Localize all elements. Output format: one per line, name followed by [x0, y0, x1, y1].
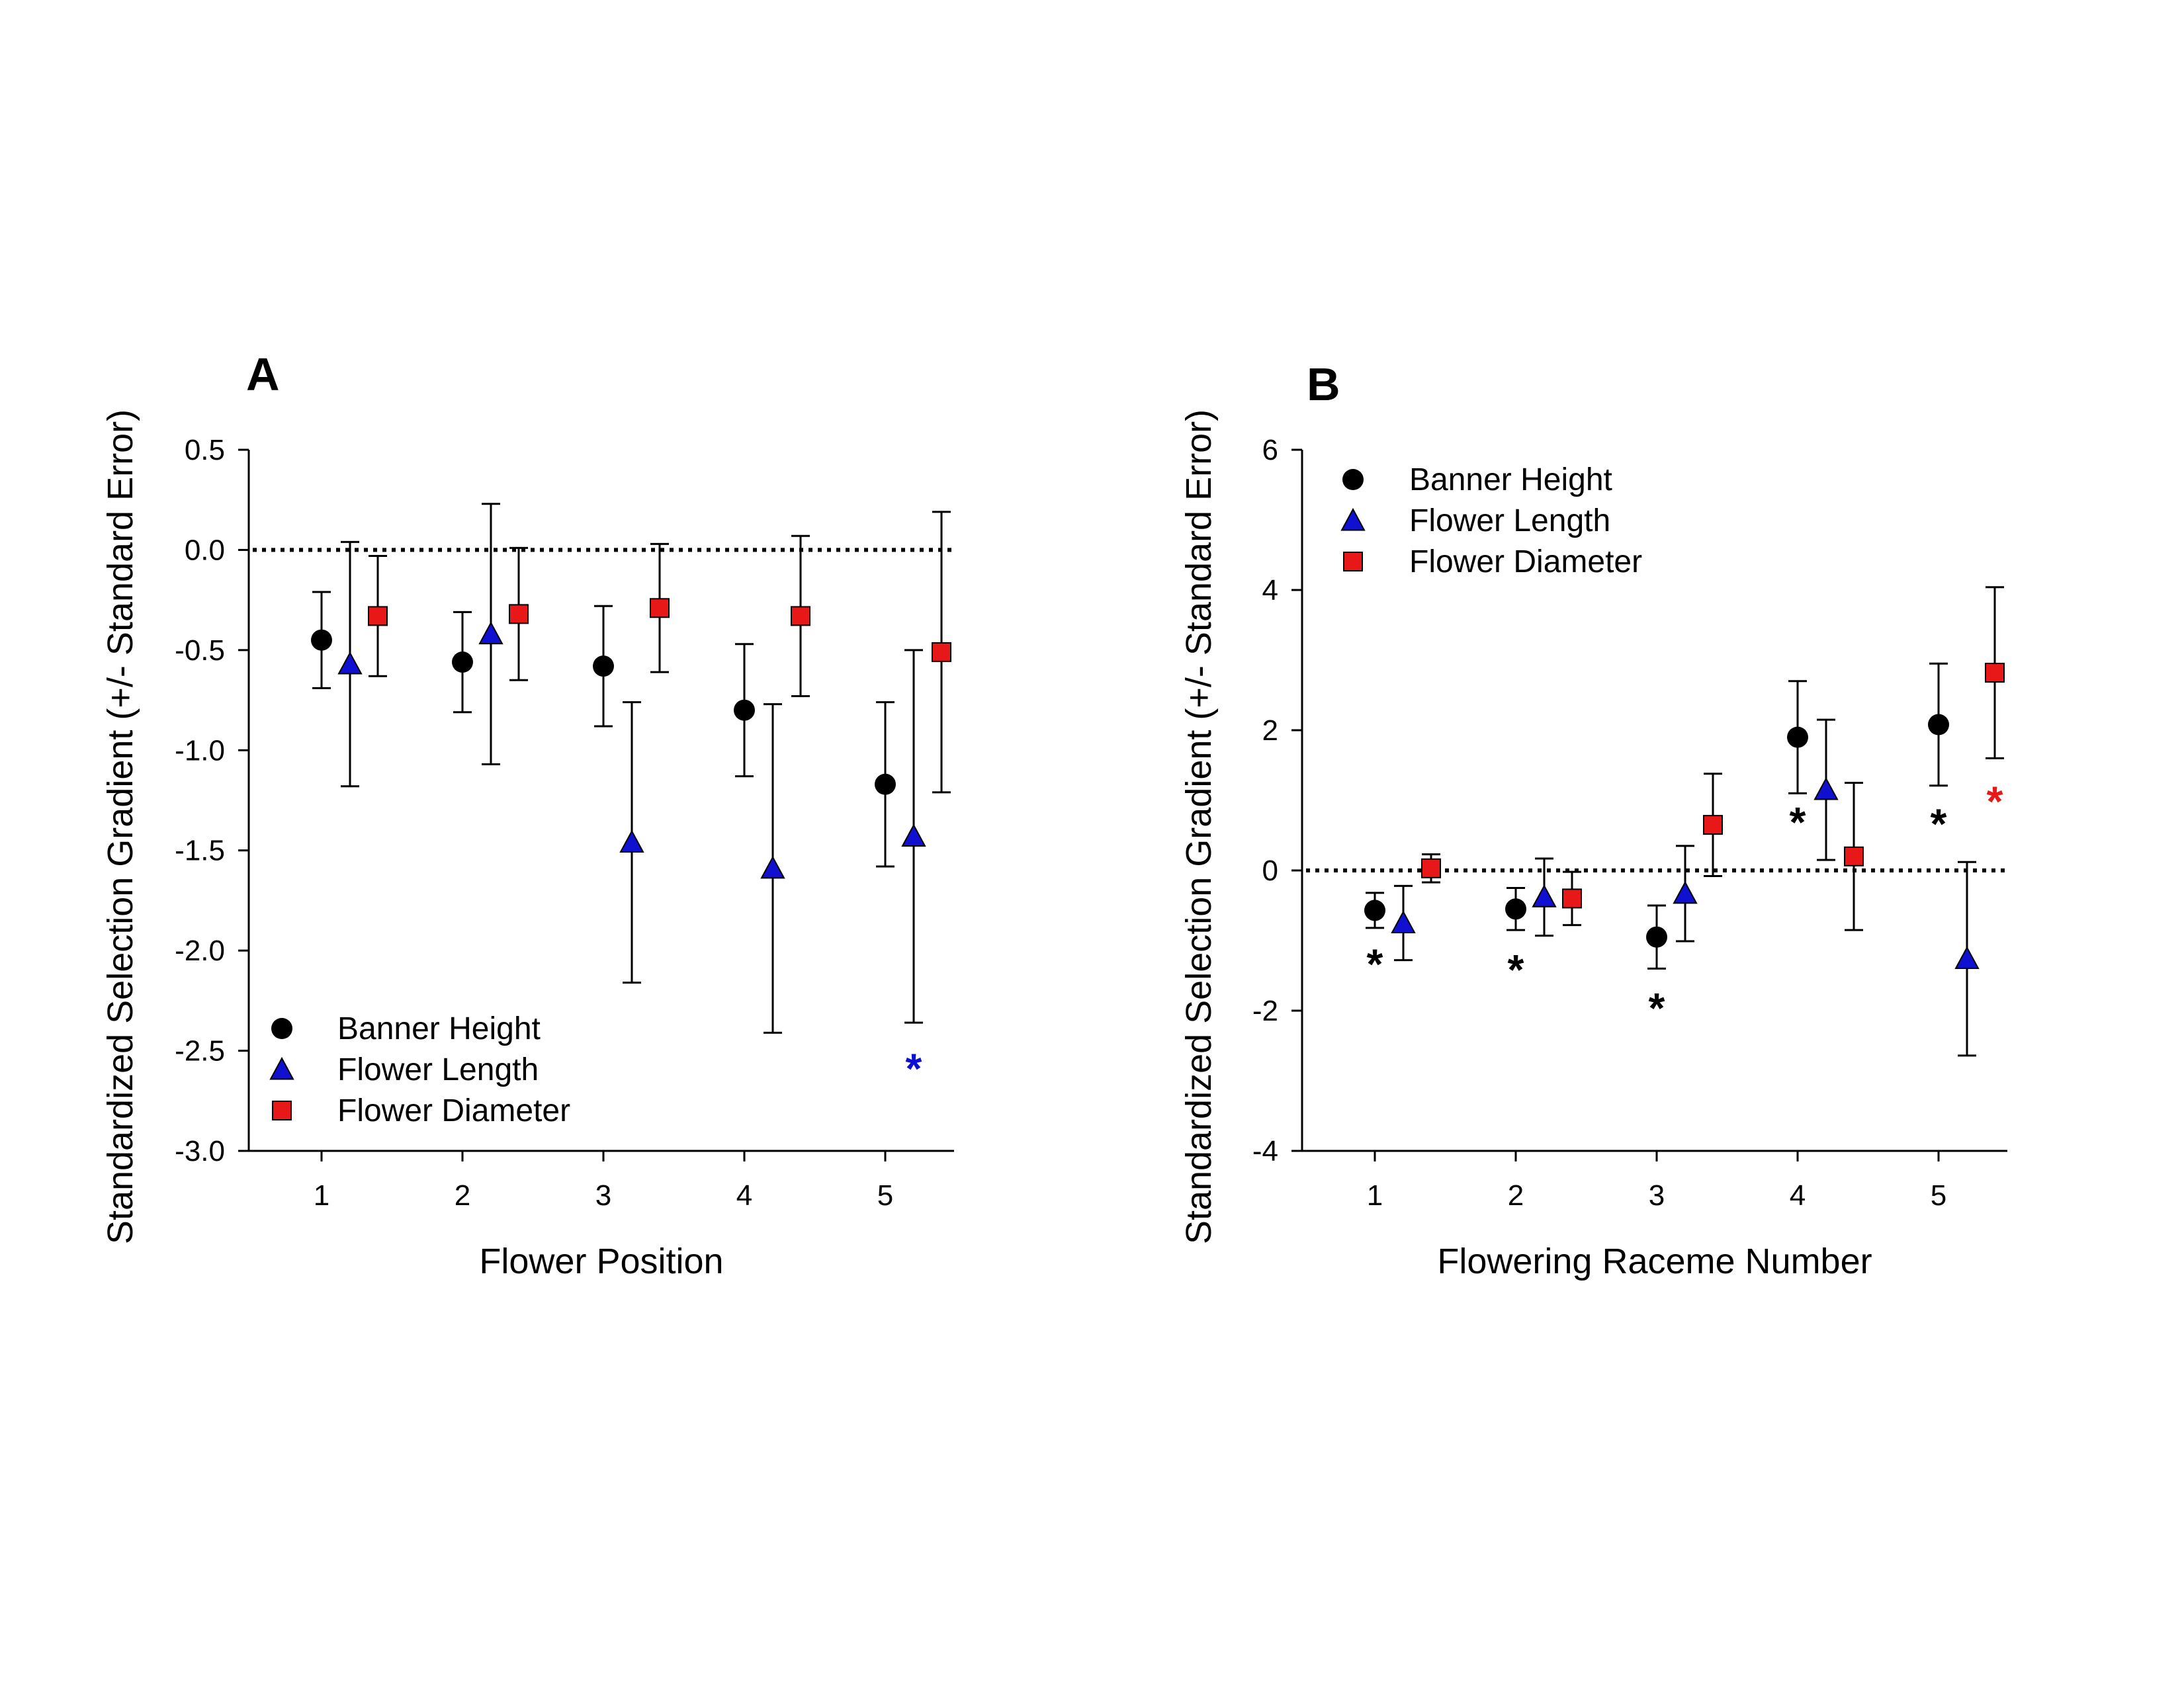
- legend-marker: [1342, 469, 1364, 490]
- data-point: [509, 604, 529, 624]
- y-tick-label: 2: [1262, 714, 1278, 747]
- legend-marker: [272, 1101, 292, 1120]
- significance-marker: *: [1508, 946, 1524, 993]
- y-tick-label: -2.0: [175, 935, 225, 967]
- legend-item: Banner Height: [1342, 462, 1612, 497]
- y-tick-label: -2.5: [175, 1035, 225, 1068]
- y-tick-label: 4: [1262, 574, 1278, 607]
- data-point: [760, 855, 785, 879]
- y-tick-label: 0.5: [185, 434, 225, 466]
- legend-item: Banner Height: [271, 1011, 541, 1046]
- data-point: [1985, 663, 2005, 683]
- data-point: [1703, 815, 1723, 835]
- x-tick-label: 1: [314, 1179, 329, 1212]
- data-point: [1954, 946, 1980, 970]
- series-flower-diameter: [368, 511, 951, 794]
- panel-letter: B: [1307, 358, 1340, 410]
- data-point: [1646, 926, 1667, 948]
- x-tick-label: 4: [1790, 1179, 1806, 1212]
- data-point: [337, 651, 363, 675]
- data-point: [932, 642, 951, 662]
- significance-marker: *: [906, 1045, 922, 1093]
- y-tick-label: -2: [1252, 995, 1278, 1027]
- legend-label: Banner Height: [1409, 462, 1612, 497]
- panel-b: B6 4 2 0 -2 -4 1 2 3 4 5 Flowering Raceme Number Sta…: [1179, 358, 2007, 1281]
- data-point: [452, 652, 473, 673]
- legend-item: Flower Length: [1340, 503, 1610, 538]
- x-tick-label: 5: [877, 1179, 893, 1212]
- series-flower-length: [337, 503, 926, 1034]
- significance-marker: *: [1649, 984, 1665, 1032]
- data-point: [593, 655, 614, 677]
- data-point: [368, 606, 388, 626]
- legend-item: Flower Length: [269, 1052, 539, 1087]
- data-point: [901, 823, 926, 847]
- significance-marker: *: [1987, 777, 2003, 825]
- legend-label: Flower Diameter: [337, 1093, 570, 1128]
- legend-marker: [1340, 507, 1366, 531]
- x-tick-label: 4: [736, 1179, 752, 1212]
- y-axis-label: Standardized Selection Gradient (+/- Sta…: [101, 409, 140, 1244]
- y-tick-label: 0.0: [185, 534, 225, 566]
- significance-marker: *: [1367, 940, 1383, 988]
- legend-label: Flower Diameter: [1409, 544, 1642, 579]
- panel-letter: A: [246, 349, 280, 400]
- x-tick-label: 2: [455, 1179, 470, 1212]
- x-tick-label: 3: [1649, 1179, 1665, 1212]
- y-axis-label: Standardized Selection Gradient (+/- Sta…: [1179, 409, 1219, 1244]
- legend: Banner Height Flower Length Flower Diamete…: [1340, 462, 1642, 579]
- y-tick-label: -1.5: [175, 835, 225, 867]
- panel-a: A 0.5 0.0 -0.5 -1.0 -1.5 -2.0 -2.5 -3.0 1 2 3 4 5 Flow…: [101, 349, 954, 1281]
- data-point: [1364, 900, 1385, 921]
- data-point: [1787, 726, 1808, 748]
- data-point: [1673, 880, 1698, 904]
- series-banner-height: [311, 591, 896, 868]
- significance-marker: *: [1790, 798, 1806, 846]
- data-point: [650, 598, 670, 618]
- data-point: [311, 629, 332, 651]
- legend-item: Flower Diameter: [272, 1093, 570, 1128]
- data-point: [1844, 846, 1864, 866]
- data-point: [1562, 888, 1582, 909]
- legend-label: Banner Height: [337, 1011, 541, 1046]
- y-tick-label: 6: [1262, 434, 1278, 466]
- significance-marker: *: [1931, 800, 1947, 847]
- data-point: [791, 606, 810, 626]
- x-axis-label: Flowering Raceme Number: [1437, 1242, 1872, 1281]
- series-banner-height: [1364, 662, 1949, 970]
- y-tick-label: -4: [1252, 1135, 1278, 1167]
- data-point: [1928, 714, 1949, 736]
- data-point: [1505, 898, 1526, 920]
- data-point: [1391, 910, 1416, 933]
- data-point: [478, 621, 503, 645]
- data-point: [875, 773, 896, 795]
- x-axis-label: Flower Position: [479, 1242, 723, 1281]
- series-flower-diameter: [1421, 586, 2005, 931]
- data-point: [619, 829, 644, 853]
- x-tick-label: 3: [595, 1179, 611, 1212]
- data-point: [1421, 858, 1441, 878]
- data-point: [1532, 884, 1557, 907]
- y-tick-label: -1.0: [175, 734, 225, 767]
- data-point: [734, 699, 755, 721]
- x-tick-label: 1: [1367, 1179, 1383, 1212]
- legend-marker: [271, 1018, 292, 1039]
- y-tick-label: -0.5: [175, 634, 225, 667]
- legend-item: Flower Diameter: [1343, 544, 1642, 579]
- y-tick-label: 0: [1262, 855, 1278, 887]
- data-point: [1813, 777, 1839, 800]
- series-flower-length: [1391, 718, 1980, 1057]
- legend-label: Flower Length: [1409, 503, 1610, 538]
- legend-marker: [269, 1056, 294, 1080]
- x-tick-label: 2: [1508, 1179, 1524, 1212]
- y-tick-label: -3.0: [175, 1135, 225, 1167]
- legend-marker: [1343, 552, 1363, 571]
- legend: Banner Height Flower Length Flower Diamete…: [269, 1011, 570, 1128]
- x-tick-label: 5: [1931, 1179, 1946, 1212]
- legend-label: Flower Length: [337, 1052, 539, 1087]
